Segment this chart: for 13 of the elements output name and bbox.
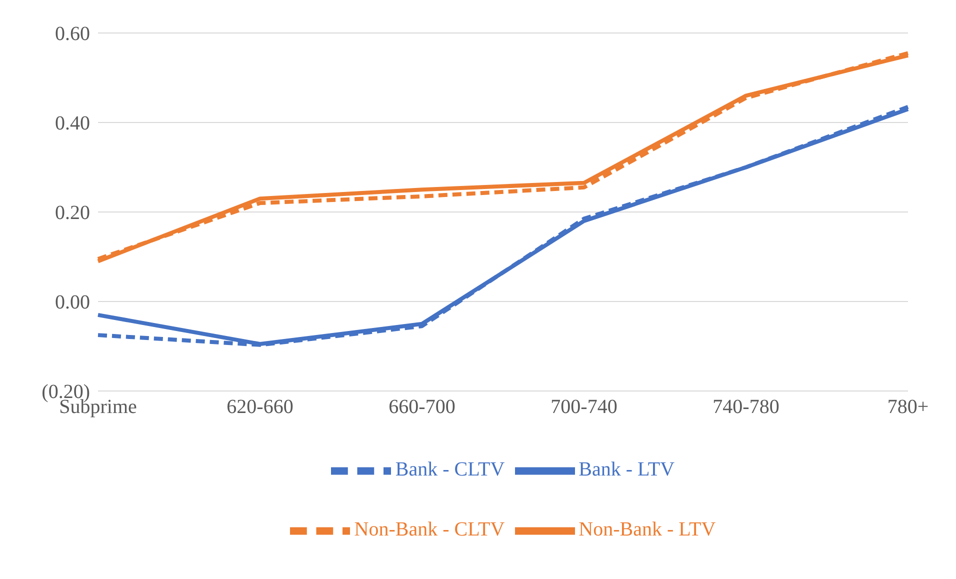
x-tick-label: 780+ [887, 396, 929, 418]
y-tick-label: 0.00 [55, 292, 90, 314]
legend-label: Bank - LTV [578, 458, 675, 481]
legend-label: Bank - CLTV [395, 458, 505, 481]
x-tick-label: 700-740 [550, 396, 618, 418]
y-tick-label: 0.60 [55, 23, 90, 46]
y-tick-label: 0.40 [55, 112, 90, 135]
legend-label: Non-Bank - LTV [578, 518, 716, 541]
x-tick-label: 740-780 [712, 396, 780, 418]
x-tick-label: 620-660 [226, 396, 294, 418]
y-tick-label: 0.20 [55, 202, 90, 224]
legend-label: Non-Bank - CLTV [354, 518, 505, 541]
x-tick-label: 660-700 [388, 396, 456, 418]
